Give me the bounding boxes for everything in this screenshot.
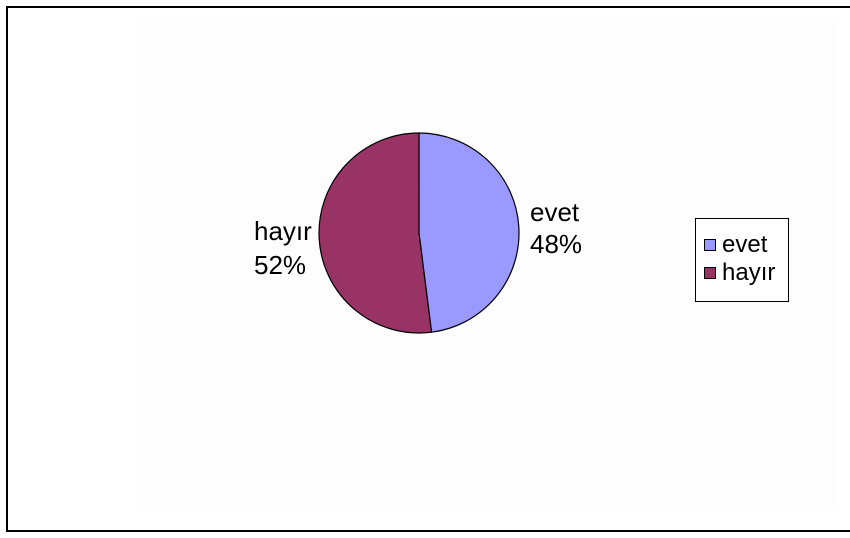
legend-swatch-evet xyxy=(704,239,716,251)
legend-item-evet: evet xyxy=(704,231,788,259)
chart-legend: evet hayır xyxy=(695,218,789,302)
pie-slice-hayir xyxy=(318,132,433,334)
slice-label-evet-name: evet xyxy=(530,197,580,227)
slice-label-evet-percent: 48% xyxy=(530,229,582,259)
legend-swatch-hayir xyxy=(704,267,716,279)
slice-labels: evet 48% hayır 52% xyxy=(254,197,582,280)
slice-label-hayir-percent: 52% xyxy=(254,250,306,280)
pie-slices xyxy=(318,132,520,334)
legend-label-hayir: hayır xyxy=(722,259,776,286)
legend-label-evet: evet xyxy=(722,231,768,258)
legend-item-hayir: hayır xyxy=(704,259,788,287)
slice-label-hayir-name: hayır xyxy=(254,216,312,246)
pie-slice-evet xyxy=(418,132,520,333)
